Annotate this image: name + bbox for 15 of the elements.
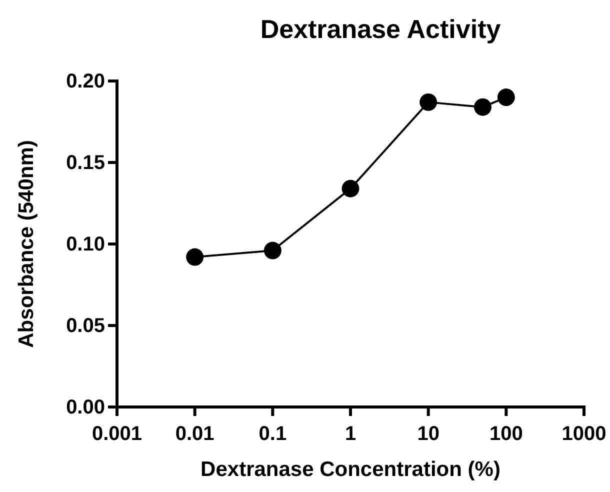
y-tick-label: 0.00 bbox=[66, 396, 105, 418]
x-tick-label: 10 bbox=[417, 423, 440, 445]
x-axis-title: Dextranase Concentration (%) bbox=[200, 458, 500, 481]
chart-title: Dextranase Activity bbox=[260, 14, 502, 44]
x-tick-label: 0.001 bbox=[92, 423, 142, 445]
x-tick-label: 1000 bbox=[562, 423, 606, 445]
x-tick-label: 0.01 bbox=[175, 423, 214, 445]
x-tick-label: 100 bbox=[489, 423, 523, 445]
y-tick-label: 0.20 bbox=[66, 70, 105, 92]
y-axis-title: Absorbance (540nm) bbox=[15, 140, 38, 348]
y-tick-label: 0.15 bbox=[66, 152, 105, 174]
y-tick-label: 0.05 bbox=[66, 314, 105, 337]
x-tick-label: 1 bbox=[344, 423, 356, 445]
x-tick-label: 0.1 bbox=[258, 423, 287, 445]
y-tick-label: 0.10 bbox=[66, 233, 105, 256]
